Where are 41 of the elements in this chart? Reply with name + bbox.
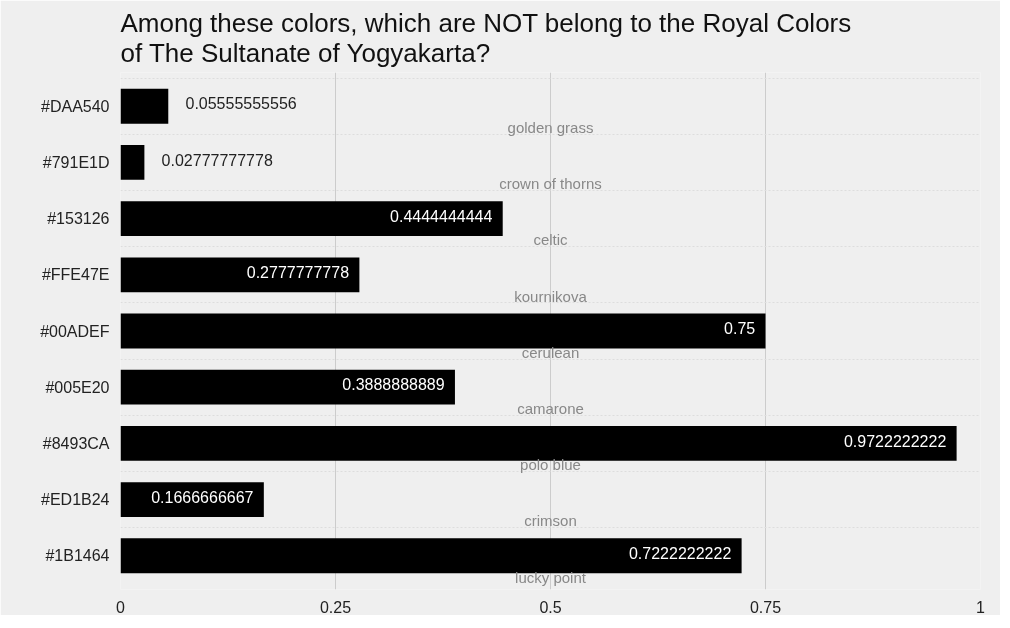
y-tick-label: #005E20: [45, 378, 110, 396]
annotation: celtic: [533, 231, 569, 249]
bar: [120, 538, 742, 574]
bar: [120, 425, 957, 461]
annotation: lucky point: [515, 568, 587, 586]
data-label: 0.9722222222: [843, 432, 947, 450]
x-tick-label: 0.25: [319, 598, 352, 616]
bar: [120, 88, 169, 124]
y-tick-label: #791E1D: [42, 153, 110, 171]
y-tick-label: #8493CA: [42, 434, 110, 452]
annotation: cerulean: [521, 343, 580, 361]
y-tick-label: #00ADEF: [40, 322, 110, 340]
data-label: 0.05555555556: [185, 95, 297, 113]
bar: [120, 257, 360, 293]
data-label: 0.02777777778: [161, 151, 273, 169]
bar: [120, 369, 455, 405]
annotation: kournikova: [514, 287, 588, 305]
x-tick-label: 0.75: [749, 598, 782, 616]
chart-title: Among these colors, which are NOT belong to the Royal Colors of The Sultanate of Yogyakarta?: [120, 7, 852, 68]
data-label: 0.7222222222: [628, 544, 732, 562]
data-label: 0.75: [724, 320, 756, 338]
data-label: 0.2777777778: [246, 263, 350, 281]
data-label: 0.3888888889: [342, 376, 445, 394]
annotation: polo blue: [520, 456, 581, 474]
bar: [120, 313, 766, 349]
data-label: 0.4444444444: [390, 207, 493, 225]
annotation: crimson: [524, 512, 577, 530]
data-label: 0.1666666667: [151, 488, 254, 506]
bar: [120, 144, 145, 180]
y-tick-label: #1B1464: [45, 547, 110, 565]
bar: [120, 201, 503, 237]
annotation: camarone: [517, 400, 584, 418]
y-tick-label: #DAA540: [41, 97, 110, 115]
y-tick-label: #ED1B24: [41, 491, 110, 509]
annotation: crown of thorns: [499, 175, 602, 193]
y-tick-label: #153126: [47, 210, 110, 228]
y-tick-label: #FFE47E: [41, 266, 110, 284]
annotation: golden grass: [507, 119, 594, 137]
x-tick-label: 0: [116, 598, 126, 616]
x-tick-label: 1: [976, 598, 986, 616]
x-tick-label: 0.5: [539, 598, 562, 616]
